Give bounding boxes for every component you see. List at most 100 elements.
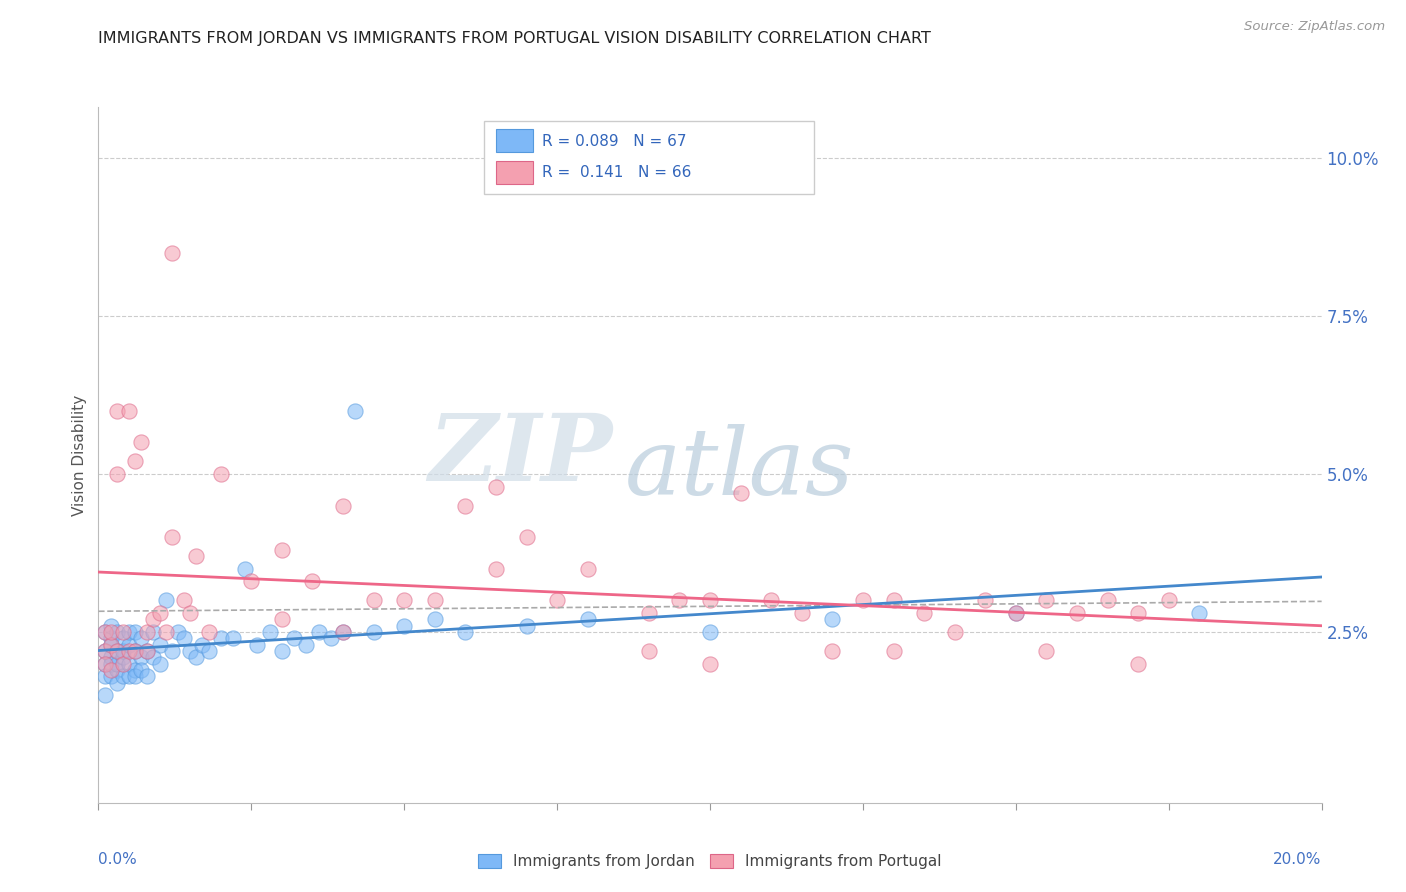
Point <box>392 618 416 632</box>
Text: 20.0%: 20.0% <box>1274 852 1322 866</box>
Text: IMMIGRANTS FROM JORDAN VS IMMIGRANTS FROM PORTUGAL VISION DISABILITY CORRELATION: IMMIGRANTS FROM JORDAN VS IMMIGRANTS FRO… <box>98 31 931 46</box>
Point <box>93 644 115 658</box>
Point <box>1066 606 1088 620</box>
Point <box>167 625 190 640</box>
Point <box>576 562 599 576</box>
Point <box>259 625 281 640</box>
Point <box>179 606 201 620</box>
Point <box>516 530 538 544</box>
Point <box>209 632 232 646</box>
Point <box>105 403 128 417</box>
Point <box>124 669 146 683</box>
Point <box>1157 593 1180 607</box>
Point <box>93 669 115 683</box>
Point <box>100 638 122 652</box>
Point <box>546 593 568 607</box>
Point <box>1097 593 1119 607</box>
Point <box>821 612 844 626</box>
Point <box>149 606 172 620</box>
Point <box>160 245 183 260</box>
Point <box>100 618 122 632</box>
Point <box>155 593 177 607</box>
Point <box>454 625 477 640</box>
Point <box>270 542 292 557</box>
FancyBboxPatch shape <box>484 121 814 194</box>
Point <box>668 593 690 607</box>
Point <box>319 632 342 646</box>
Point <box>883 593 905 607</box>
Point <box>111 625 134 640</box>
Point <box>136 644 159 658</box>
Point <box>93 688 115 702</box>
Point <box>149 657 172 671</box>
Point <box>129 435 152 450</box>
Point <box>100 657 122 671</box>
Point <box>118 625 141 640</box>
Point <box>105 644 128 658</box>
Y-axis label: Vision Disability: Vision Disability <box>72 394 87 516</box>
Point <box>1004 606 1026 620</box>
Point <box>332 625 354 640</box>
Point <box>142 625 165 640</box>
Point <box>1128 606 1150 620</box>
Point <box>100 650 122 665</box>
Point <box>105 625 128 640</box>
Point <box>124 644 146 658</box>
Point <box>332 499 354 513</box>
Point <box>118 644 141 658</box>
Text: Source: ZipAtlas.com: Source: ZipAtlas.com <box>1244 20 1385 33</box>
Text: atlas: atlas <box>624 424 853 514</box>
Point <box>124 663 146 677</box>
Point <box>160 530 183 544</box>
Point <box>295 638 318 652</box>
Point <box>699 657 721 671</box>
Point <box>136 669 159 683</box>
Point <box>129 650 152 665</box>
Point <box>852 593 875 607</box>
Point <box>392 593 416 607</box>
Point <box>93 657 115 671</box>
Point <box>179 644 201 658</box>
Point <box>105 675 128 690</box>
Point <box>308 625 330 640</box>
Point <box>485 479 508 493</box>
Point <box>93 657 115 671</box>
Point <box>173 632 195 646</box>
Point <box>637 644 661 658</box>
Point <box>118 403 141 417</box>
Point <box>233 562 256 576</box>
Point <box>730 486 752 500</box>
FancyBboxPatch shape <box>496 161 533 184</box>
Point <box>100 663 122 677</box>
Point <box>100 632 122 646</box>
Point <box>209 467 232 481</box>
Text: ZIP: ZIP <box>427 410 612 500</box>
Point <box>332 625 354 640</box>
Point <box>129 663 152 677</box>
Point <box>344 403 367 417</box>
Point <box>423 593 446 607</box>
Point <box>283 632 305 646</box>
Point <box>118 657 141 671</box>
Point <box>821 644 844 658</box>
Point <box>516 618 538 632</box>
Text: 0.0%: 0.0% <box>98 852 138 866</box>
Point <box>129 632 152 646</box>
Point <box>883 644 905 658</box>
Point <box>974 593 997 607</box>
Point <box>699 625 721 640</box>
Point <box>912 606 935 620</box>
Point <box>423 612 446 626</box>
Point <box>186 650 208 665</box>
Point <box>790 606 813 620</box>
Point <box>363 625 385 640</box>
Point <box>759 593 782 607</box>
Point <box>1128 657 1150 671</box>
Point <box>105 644 128 658</box>
Point <box>363 593 385 607</box>
Point <box>124 625 146 640</box>
Point <box>197 644 219 658</box>
Point <box>105 663 128 677</box>
Legend: Immigrants from Jordan, Immigrants from Portugal: Immigrants from Jordan, Immigrants from … <box>472 847 948 875</box>
Point <box>197 625 219 640</box>
